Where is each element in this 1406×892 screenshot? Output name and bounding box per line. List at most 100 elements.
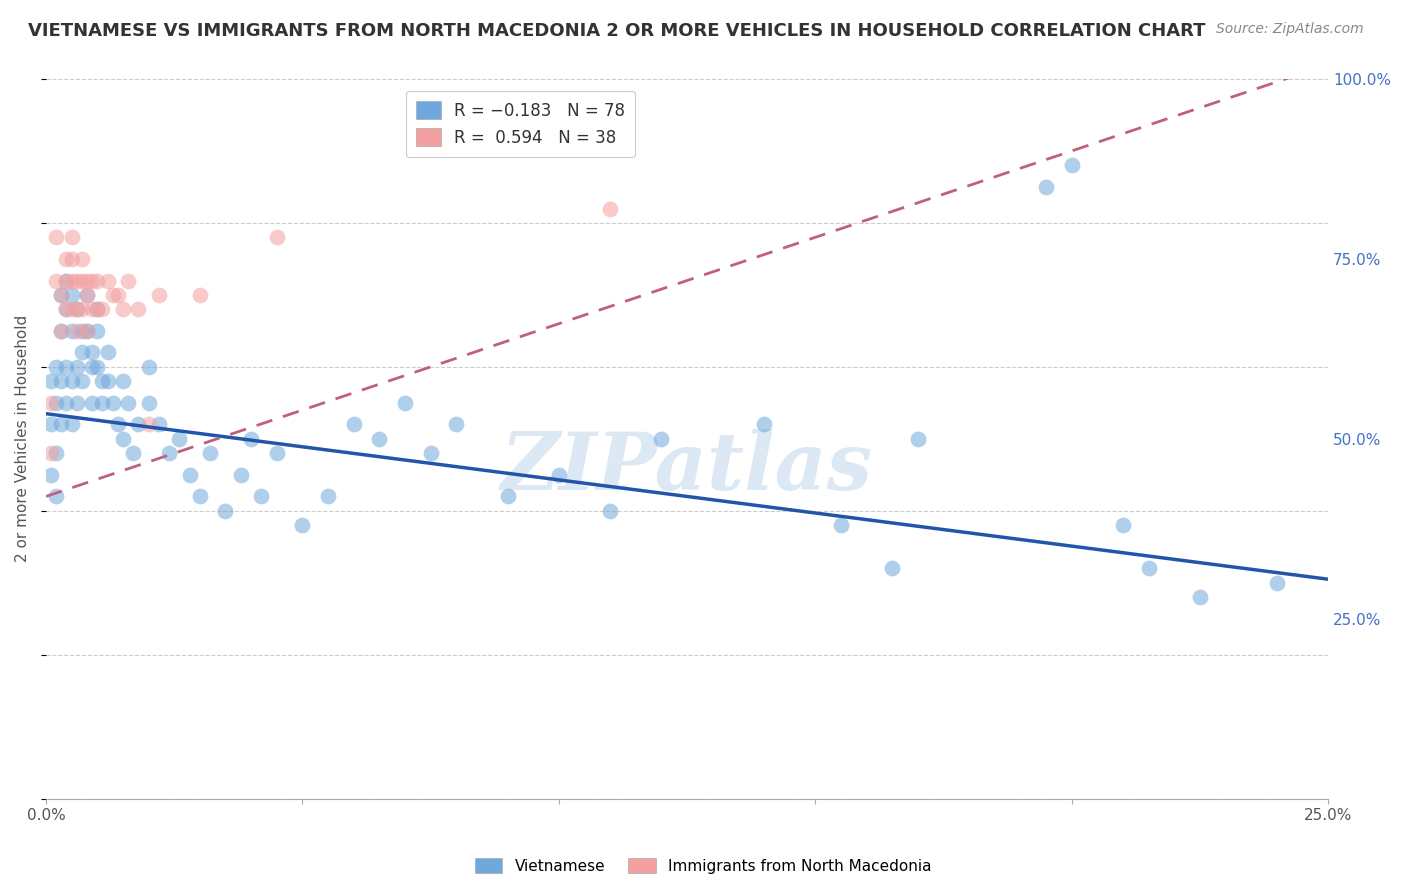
Point [188, 490, 211, 504]
Point [907, 432, 929, 446]
Point [394, 396, 416, 410]
Point [66, 302, 89, 317]
Point [55, 302, 77, 317]
Point [70, 374, 93, 388]
Point [45, 396, 67, 410]
Point [1137, 561, 1160, 575]
Point [55, 252, 77, 266]
Point [343, 417, 366, 432]
Point [91, 396, 114, 410]
Point [188, 288, 211, 302]
Point [148, 417, 170, 432]
Point [496, 490, 519, 504]
Point [51, 288, 73, 302]
Point [107, 288, 129, 302]
Point [1060, 158, 1083, 172]
Point [86, 359, 108, 374]
Point [55, 359, 77, 374]
Point [60, 324, 83, 338]
Point [96, 273, 118, 287]
Point [127, 302, 149, 317]
Point [650, 432, 672, 446]
Point [45, 490, 67, 504]
Point [240, 432, 263, 446]
Point [291, 518, 314, 533]
Point [86, 324, 108, 338]
Point [122, 446, 145, 460]
Point [76, 288, 98, 302]
Point [82, 345, 104, 359]
Point [51, 324, 73, 338]
Point [76, 324, 98, 338]
Point [138, 417, 160, 432]
Point [60, 417, 83, 432]
Point [70, 324, 93, 338]
Point [214, 504, 236, 518]
Point [70, 302, 93, 317]
Point [66, 359, 89, 374]
Point [368, 432, 391, 446]
Point [446, 417, 468, 432]
Point [138, 396, 160, 410]
Point [70, 273, 93, 287]
Point [76, 324, 98, 338]
Point [250, 490, 273, 504]
Point [55, 273, 77, 287]
Point [1112, 518, 1135, 533]
Point [127, 417, 149, 432]
Point [96, 345, 118, 359]
Point [229, 467, 252, 482]
Point [111, 374, 134, 388]
Point [96, 374, 118, 388]
Point [157, 446, 180, 460]
Point [60, 302, 83, 317]
Point [1265, 575, 1288, 590]
Point [198, 446, 221, 460]
Point [60, 288, 83, 302]
Point [1035, 180, 1057, 194]
Point [82, 302, 104, 317]
Point [266, 230, 288, 244]
Point [82, 396, 104, 410]
Point [60, 273, 83, 287]
Point [39, 374, 62, 388]
Text: VIETNAMESE VS IMMIGRANTS FROM NORTH MACEDONIA 2 OR MORE VEHICLES IN HOUSEHOLD CO: VIETNAMESE VS IMMIGRANTS FROM NORTH MACE… [28, 22, 1205, 40]
Legend: Vietnamese, Immigrants from North Macedonia: Vietnamese, Immigrants from North Macedo… [468, 852, 938, 880]
Point [91, 302, 114, 317]
Point [45, 230, 67, 244]
Point [39, 467, 62, 482]
Point [60, 230, 83, 244]
Point [117, 273, 139, 287]
Y-axis label: 2 or more Vehicles in Household: 2 or more Vehicles in Household [15, 315, 30, 563]
Point [419, 446, 441, 460]
Point [60, 374, 83, 388]
Point [45, 446, 67, 460]
Point [51, 374, 73, 388]
Point [45, 273, 67, 287]
Point [76, 273, 98, 287]
Point [179, 467, 201, 482]
Point [86, 302, 108, 317]
Text: ZIPatlas: ZIPatlas [501, 429, 873, 507]
Point [66, 273, 89, 287]
Point [1188, 591, 1211, 605]
Point [86, 302, 108, 317]
Point [51, 324, 73, 338]
Point [138, 359, 160, 374]
Point [51, 288, 73, 302]
Point [752, 417, 775, 432]
Point [107, 417, 129, 432]
Point [60, 252, 83, 266]
Point [39, 417, 62, 432]
Point [55, 302, 77, 317]
Point [45, 359, 67, 374]
Point [66, 302, 89, 317]
Point [66, 396, 89, 410]
Point [148, 288, 170, 302]
Point [39, 446, 62, 460]
Point [316, 490, 339, 504]
Point [70, 345, 93, 359]
Point [830, 518, 852, 533]
Point [76, 288, 98, 302]
Point [82, 273, 104, 287]
